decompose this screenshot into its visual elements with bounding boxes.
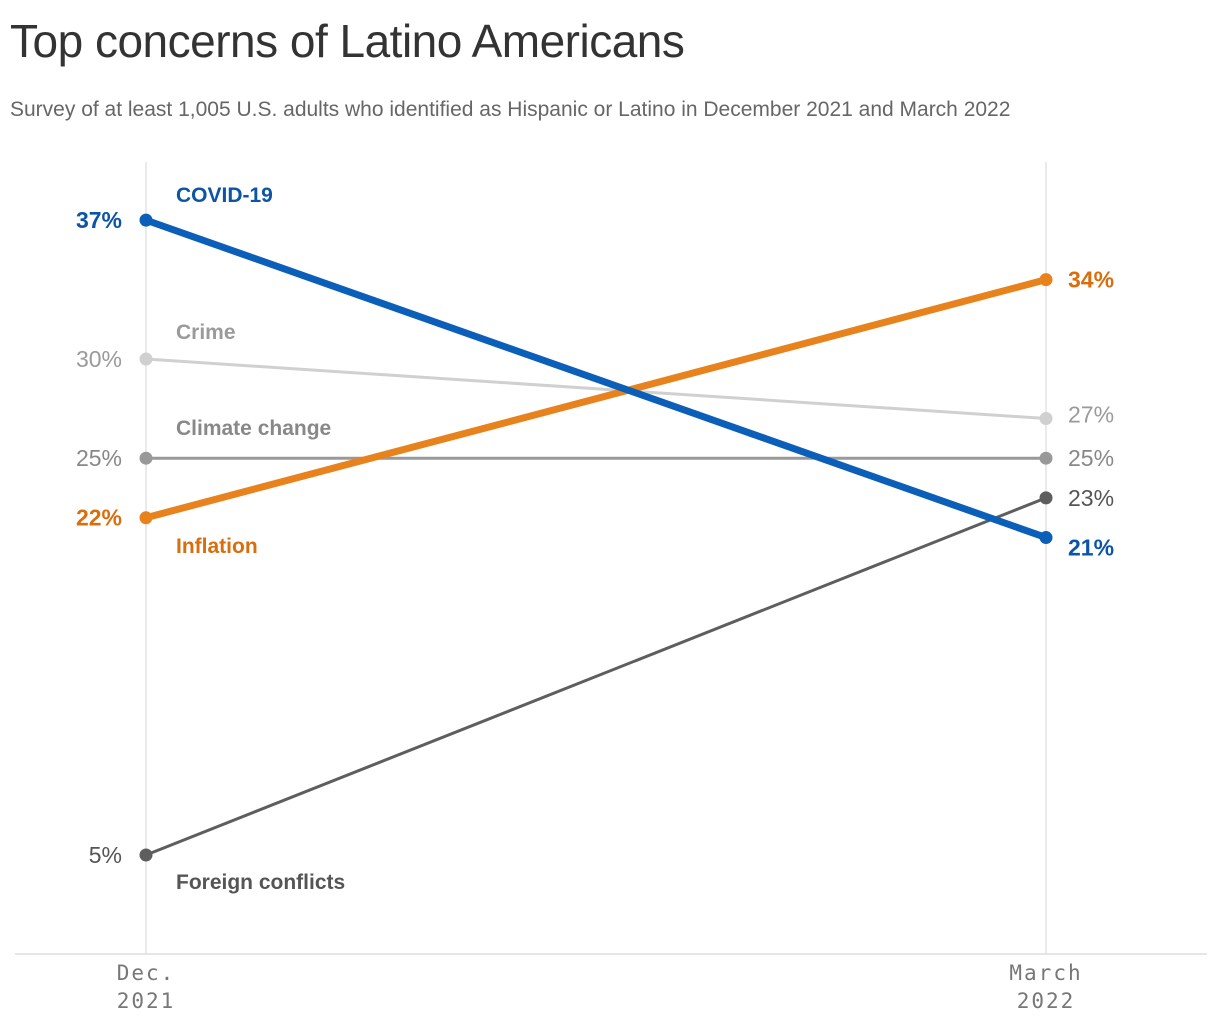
chart-subtitle: Survey of at least 1,005 U.S. adults who… (10, 98, 1011, 121)
climate-change-value-label-right: 25% (1068, 445, 1114, 471)
foreign-conflicts-value-label-left: 5% (89, 842, 122, 868)
inflation-point-1 (1039, 273, 1053, 287)
climate-change-point-0 (139, 451, 153, 465)
covid-19-value-label-left: 37% (76, 207, 122, 233)
inflation-series-label: Inflation (176, 535, 258, 558)
x-tick-label-1-0: March (1009, 961, 1082, 985)
foreign-conflicts-point-1 (1039, 491, 1053, 505)
climate-change-value-label-left: 25% (76, 445, 122, 471)
x-tick-label-1-1: 2022 (1017, 989, 1076, 1013)
covid-19-series-label: COVID-19 (176, 184, 273, 207)
x-tick-label-0-1: 2021 (117, 989, 176, 1013)
crime-point-1 (1039, 412, 1053, 426)
inflation-point-0 (139, 511, 153, 525)
climate-change-series-label: Climate change (176, 417, 331, 440)
foreign-conflicts-point-0 (139, 848, 153, 862)
covid-19-point-0 (139, 213, 153, 227)
foreign-conflicts-value-label-right: 23% (1068, 485, 1114, 511)
crime-line (144, 357, 1048, 421)
covid-19-line (142, 216, 1050, 542)
covid-19-point-1 (1039, 531, 1053, 545)
inflation-value-label-left: 22% (76, 505, 122, 531)
inflation-line (142, 276, 1050, 522)
crime-point-0 (139, 352, 153, 366)
crime-value-label-left: 30% (76, 346, 122, 372)
inflation-value-label-right: 34% (1068, 267, 1114, 293)
climate-change-point-1 (1039, 451, 1053, 465)
chart-title: Top concerns of Latino Americans (10, 15, 685, 67)
crime-value-label-right: 27% (1068, 402, 1114, 428)
foreign-conflicts-series-label: Foreign conflicts (176, 871, 345, 894)
foreign-conflicts-line (144, 496, 1048, 857)
crime-series-label: Crime (176, 321, 236, 344)
x-tick-label-0-0: Dec. (117, 961, 176, 985)
covid-19-value-label-right: 21% (1068, 535, 1114, 561)
